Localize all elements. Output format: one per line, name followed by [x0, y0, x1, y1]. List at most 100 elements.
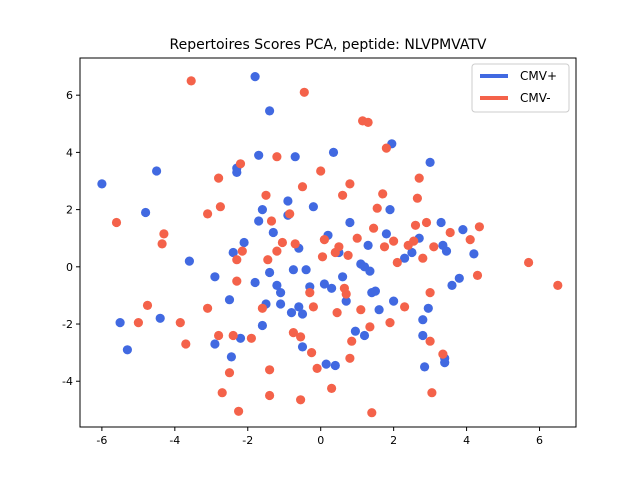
data-point	[266, 216, 277, 226]
data-point	[296, 332, 306, 342]
x-tick-label: -4	[169, 434, 180, 447]
data-point	[409, 236, 419, 246]
data-point	[115, 318, 125, 328]
chart-title: Repertoires Scores PCA, peptide: NLVPMVA…	[170, 37, 487, 53]
y-tick-label: 6	[66, 89, 73, 102]
data-point	[465, 235, 475, 245]
data-point	[400, 253, 410, 263]
data-point	[224, 368, 235, 378]
data-point	[290, 239, 300, 249]
x-tick-label: 4	[463, 434, 470, 447]
data-point	[288, 328, 298, 338]
data-point	[378, 189, 388, 199]
data-point	[181, 339, 191, 349]
data-point	[458, 225, 468, 235]
data-point	[290, 152, 300, 162]
data-point	[305, 288, 315, 298]
data-point	[133, 318, 143, 328]
data-point	[345, 353, 355, 363]
data-point	[372, 203, 382, 213]
data-point	[210, 272, 220, 282]
data-point	[237, 246, 247, 256]
data-point	[363, 117, 373, 127]
data-point	[312, 363, 322, 373]
y-tick-label: 0	[66, 261, 73, 274]
points-layer	[97, 72, 563, 418]
data-point	[347, 336, 357, 346]
data-point	[418, 315, 428, 325]
data-point	[370, 286, 380, 296]
data-point	[425, 288, 435, 298]
data-point	[356, 305, 366, 315]
data-point	[272, 152, 282, 162]
data-point	[321, 359, 331, 369]
data-point	[157, 239, 167, 249]
data-point	[228, 330, 238, 341]
data-point	[285, 209, 295, 219]
data-point	[257, 320, 267, 331]
data-point	[250, 72, 260, 82]
data-point	[345, 179, 355, 189]
data-point	[469, 249, 479, 259]
x-axis: -6 -4 -2 0 2 4 6	[96, 427, 543, 447]
legend-label-cmv-negative: CMV-	[520, 91, 551, 105]
data-point	[254, 150, 264, 160]
data-point	[294, 302, 304, 312]
data-point	[224, 295, 235, 305]
data-point	[425, 157, 435, 167]
data-point	[142, 300, 153, 310]
data-point	[381, 229, 391, 239]
data-point	[152, 166, 162, 176]
data-point	[283, 196, 293, 206]
data-point	[389, 296, 399, 306]
data-point	[447, 280, 457, 290]
data-point	[379, 242, 390, 252]
y-tick-label: 2	[66, 204, 73, 217]
data-point	[297, 182, 308, 192]
data-point	[257, 303, 267, 313]
data-point	[343, 250, 353, 260]
data-point	[392, 257, 402, 268]
data-point	[186, 76, 196, 86]
data-point	[438, 349, 448, 359]
data-point	[254, 216, 264, 226]
y-tick-label: -4	[62, 375, 73, 388]
data-point	[427, 388, 437, 398]
data-point	[296, 395, 306, 405]
data-point	[367, 408, 377, 418]
data-point	[250, 277, 260, 288]
data-point	[412, 193, 422, 203]
x-tick-label: 0	[317, 434, 324, 447]
data-point	[159, 229, 169, 239]
data-point	[203, 303, 213, 313]
data-point	[263, 255, 273, 265]
data-point	[418, 330, 428, 341]
data-point	[111, 217, 122, 228]
data-point	[341, 289, 351, 299]
data-point	[215, 202, 225, 212]
data-point	[445, 227, 455, 238]
data-point	[319, 235, 329, 245]
data-point	[308, 302, 318, 312]
data-point	[297, 342, 308, 352]
data-point	[330, 360, 340, 371]
series-cmv-positive	[97, 72, 479, 372]
data-point	[440, 358, 450, 368]
data-point	[307, 348, 317, 358]
data-point	[317, 252, 328, 262]
data-point	[268, 227, 278, 238]
y-tick-label: -2	[62, 318, 73, 331]
data-point	[350, 326, 360, 336]
data-point	[407, 247, 417, 258]
data-point	[319, 279, 329, 289]
data-point	[421, 217, 432, 228]
data-point	[272, 246, 282, 256]
data-point	[184, 256, 194, 266]
data-point	[374, 305, 384, 315]
x-tick-label: -6	[96, 434, 107, 447]
data-point	[265, 267, 275, 278]
series-cmv-negative	[111, 76, 563, 418]
legend: CMV+ CMV-	[471, 63, 570, 113]
data-point	[214, 173, 224, 183]
data-point	[363, 240, 373, 250]
